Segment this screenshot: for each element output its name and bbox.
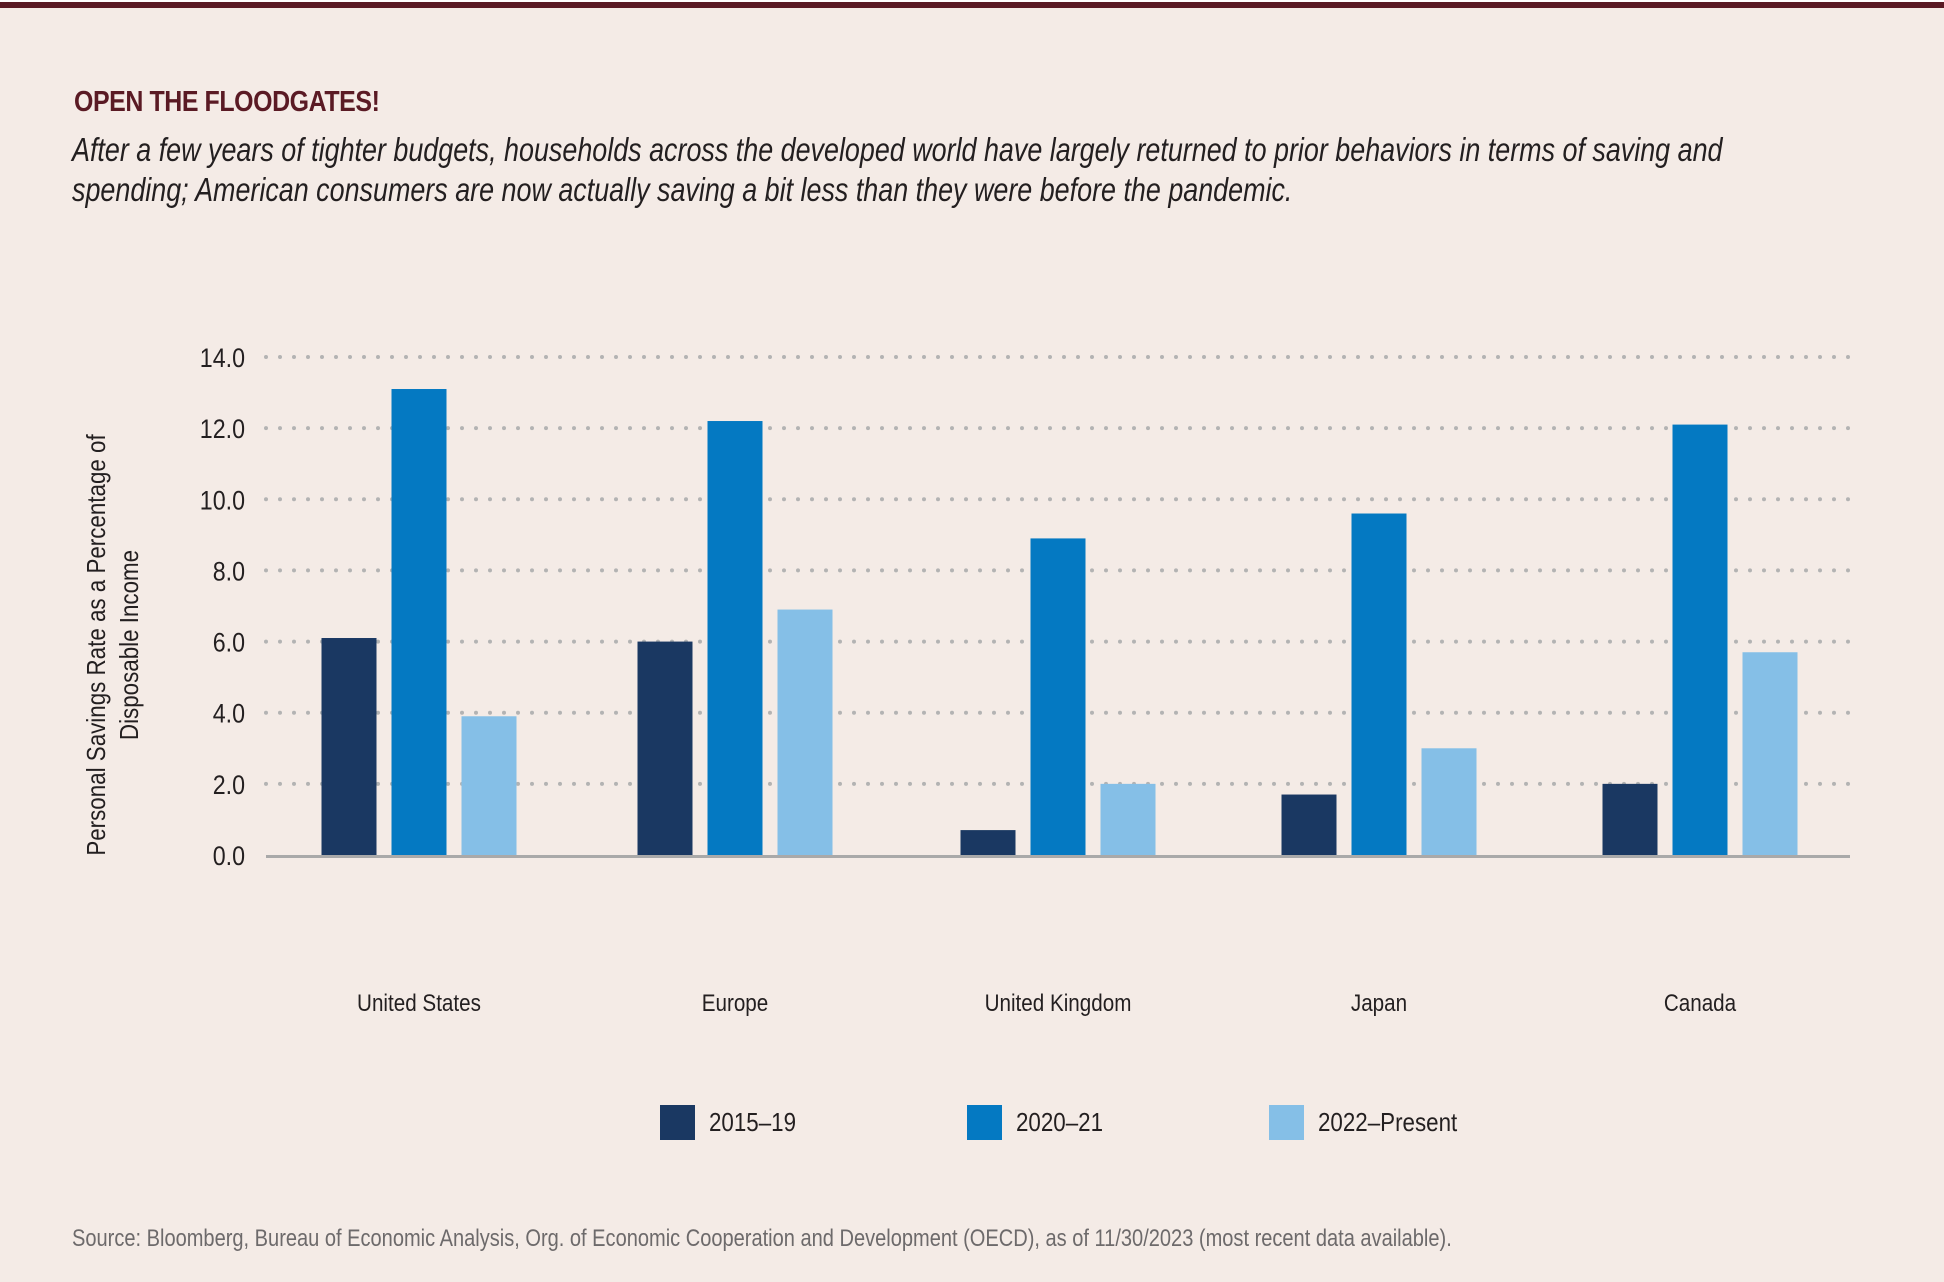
subtitle-line-1: After a few years of tighter budgets, ho… [72, 131, 1723, 168]
chart-title: OPEN THE FLOODGATES! [74, 86, 380, 118]
y-tick-label: 2.0 [213, 770, 245, 800]
bar-europe-0 [637, 641, 693, 855]
bar-united-states-1 [391, 389, 447, 855]
y-tick-label: 10.0 [200, 486, 245, 516]
bars [321, 389, 1798, 855]
bar-united-states-0 [321, 638, 377, 855]
x-category-label: Europe [702, 990, 769, 1017]
legend-label-2015-19: 2015–19 [709, 1106, 797, 1137]
chart-subtitle: After a few years of tighter budgets, ho… [72, 130, 1784, 210]
legend: 2015–19 2020–21 2022–Present [0, 1104, 1944, 1144]
bar-canada-2 [1742, 652, 1798, 855]
bar-japan-1 [1351, 513, 1407, 855]
bar-japan-2 [1421, 748, 1477, 855]
x-axis-categories: United States Europe United Kingdom Japan Ca… [357, 990, 1737, 1017]
subtitle-line-2: spending; American consumers are now act… [72, 171, 1293, 208]
legend-swatch-2020-21 [967, 1104, 1002, 1140]
x-category-label: United States [357, 990, 481, 1017]
bar-canada-0 [1602, 783, 1658, 855]
legend-item-2020-21: 2020–21 [967, 1104, 1117, 1140]
y-tick-label: 6.0 [213, 628, 245, 658]
x-category-label: Canada [1664, 990, 1737, 1017]
source-note: Source: Bloomberg, Bureau of Economic An… [72, 1225, 1452, 1252]
gridlines [264, 355, 1852, 786]
x-category-label: Japan [1351, 990, 1407, 1017]
legend-label-2022-present: 2022–Present [1318, 1106, 1458, 1137]
y-tick-label: 0.0 [213, 841, 245, 871]
legend-swatch-2022-present [1269, 1104, 1304, 1140]
legend-item-2022-present: 2022–Present [1269, 1104, 1480, 1140]
y-tick-label: 4.0 [213, 699, 245, 729]
bar-united-kingdom-2 [1100, 783, 1156, 855]
bar-europe-2 [777, 609, 833, 855]
x-category-label: United Kingdom [985, 990, 1132, 1017]
top-rule [0, 0, 1944, 8]
y-tick-label: 14.0 [200, 343, 245, 373]
bar-united-states-2 [461, 716, 517, 855]
y-axis-ticks: 0.0 2.0 4.0 6.0 8.0 10.0 12.0 14.0 [200, 343, 245, 871]
bar-japan-0 [1281, 794, 1337, 855]
bar-canada-1 [1672, 424, 1728, 855]
bar-europe-1 [707, 421, 763, 855]
bar-united-kingdom-0 [960, 830, 1016, 855]
y-tick-label: 12.0 [200, 415, 245, 445]
legend-item-2015-19: 2015–19 [660, 1104, 810, 1140]
legend-swatch-2015-19 [660, 1104, 695, 1140]
y-tick-label: 8.0 [213, 557, 245, 587]
bar-united-kingdom-1 [1030, 538, 1086, 855]
legend-label-2020-21: 2020–21 [1016, 1106, 1104, 1137]
